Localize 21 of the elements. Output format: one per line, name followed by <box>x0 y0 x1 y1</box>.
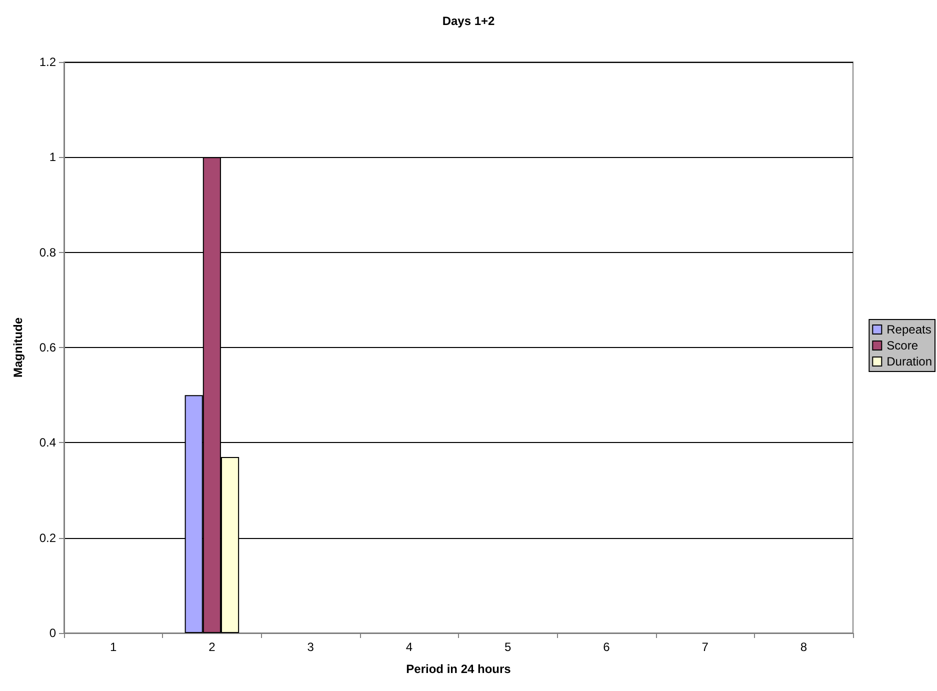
y-tick-label: 1 <box>49 150 56 164</box>
y-tick-label: 0.2 <box>39 530 56 545</box>
y-tick-label: 0.8 <box>39 245 56 260</box>
y-tick-label: 0.4 <box>39 436 56 450</box>
x-tick-label: 2 <box>208 640 216 654</box>
y-tick-label: 0.6 <box>39 340 56 354</box>
legend-label: Repeats <box>886 322 932 336</box>
x-tick-label: 3 <box>307 640 314 654</box>
legend-label: Duration <box>886 354 932 368</box>
x-tick-label: 1 <box>110 640 117 654</box>
chart-title: Days 1+2 <box>442 14 496 28</box>
x-tick-label: 5 <box>504 640 512 654</box>
x-axis-title: Period in 24 hours <box>406 662 512 676</box>
x-tick-label: 4 <box>406 640 413 654</box>
x-tick-label: 7 <box>702 640 709 654</box>
y-tick-label: 1.2 <box>39 55 56 69</box>
x-tick-label: 8 <box>800 640 808 654</box>
legend-label: Score <box>886 338 918 352</box>
y-tick-label: 0 <box>49 626 56 640</box>
y-axis-title: Magnitude <box>11 317 25 378</box>
x-tick-label: 6 <box>603 640 610 654</box>
